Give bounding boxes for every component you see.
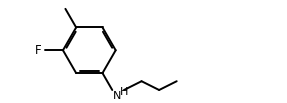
Text: N: N — [113, 91, 122, 101]
Text: F: F — [35, 44, 42, 57]
Text: H: H — [120, 87, 129, 97]
